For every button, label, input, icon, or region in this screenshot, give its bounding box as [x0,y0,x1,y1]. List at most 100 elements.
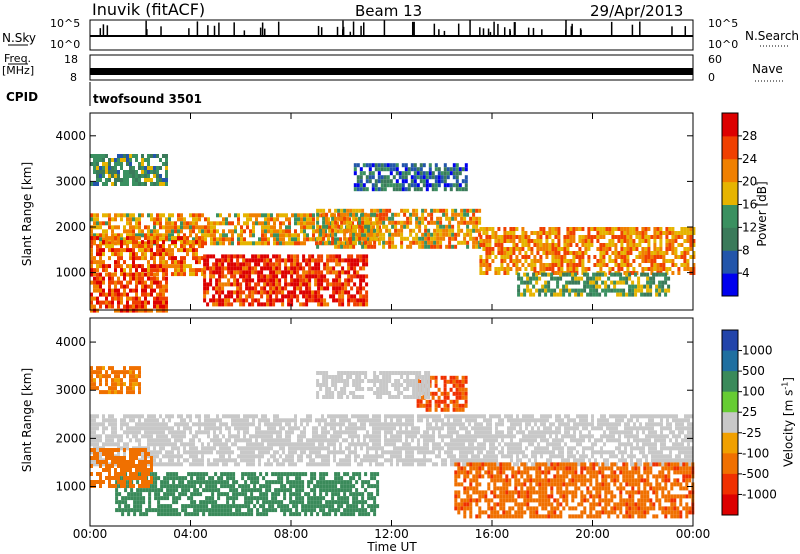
power-cell [350,298,354,303]
power-cell [356,302,360,307]
power-cell [288,229,291,234]
power-cell [153,225,156,230]
velocity-cell [525,438,528,443]
power-cell [559,288,563,293]
velocity-cell [615,462,618,467]
power-cell [296,294,300,299]
power-cell [189,264,192,269]
velocity-cell [183,430,186,435]
velocity-cell [588,458,591,463]
power-cell [650,271,654,275]
power-cell [442,236,446,241]
power-cell [264,233,267,238]
velocity-cell [207,418,210,423]
power-cell [272,270,276,275]
velocity-cell [273,438,276,443]
power-cell [575,243,579,247]
velocity-cell [330,438,333,443]
power-cell [305,298,309,303]
power-cell [159,256,162,261]
velocity-cell [435,418,438,423]
power-cell [422,175,426,180]
power-cell [287,294,291,299]
velocity-cell [174,434,177,439]
power-cell [424,244,428,249]
velocity-cell [543,414,546,419]
power-cell [475,208,479,213]
velocity-cell [321,414,324,419]
power-cell [156,308,159,313]
velocity-cell [135,430,138,435]
power-cell [479,271,483,275]
power-cell [671,271,675,275]
power-cell [536,247,540,251]
velocity-cell [402,422,405,427]
power-cell [412,212,416,217]
power-cell [541,272,545,277]
power-cell [239,294,243,299]
power-cell [458,171,462,176]
power-cell [174,225,177,230]
velocity-cell [291,442,294,447]
velocity-cell [483,438,486,443]
velocity-cell [150,434,153,439]
velocity-cell [159,446,162,451]
power-cell [192,248,195,253]
power-cell [680,263,684,267]
velocity-cell [279,438,282,443]
power-cell [445,244,449,249]
velocity-cell [456,438,459,443]
power-cell [206,286,210,291]
power-cell [472,212,476,217]
power-cell [168,229,171,234]
power-cell [284,294,288,299]
power-cell [352,236,356,241]
power-cell [664,288,668,293]
power-cell [668,243,672,247]
power-cell [218,262,222,267]
power-cell [350,262,354,267]
velocity-cell [450,454,453,459]
velocity-cell [465,434,468,439]
velocity-cell [561,454,564,459]
power-cell [156,170,159,174]
power-cell [542,263,546,267]
power-cell [659,263,663,267]
power-cell [260,266,264,271]
power-cell [415,208,419,213]
velocity-cell [222,462,225,467]
power-cell [342,241,345,246]
power-cell [533,255,537,259]
power-cell [430,240,434,245]
power-cell [228,237,231,242]
velocity-cell [390,414,393,419]
power-cell [156,252,159,257]
power-cell [257,282,261,287]
velocity-cell [117,438,120,443]
velocity-cell [453,454,456,459]
power-cell [317,286,321,291]
velocity-cell [309,442,312,447]
velocity-cell [114,442,117,447]
velocity-cell [405,434,408,439]
power-cell [129,174,132,178]
power-cell [454,212,458,217]
power-cell [554,227,558,231]
power-cell [263,278,267,283]
power-cell [659,247,663,251]
power-cell [207,221,210,226]
velocity-cell [90,450,93,455]
velocity-cell [372,438,375,443]
power-cell [204,241,207,246]
velocity-cell [345,462,348,467]
power-cell [550,272,554,277]
velocity-cell [540,446,543,451]
power-cell [111,280,114,285]
power-cell [418,236,422,241]
velocity-cell [264,422,267,427]
velocity-cell [489,430,492,435]
power-cell [266,282,270,287]
power-cell [626,247,630,251]
power-cell [401,163,405,168]
velocity-cell [636,430,639,435]
